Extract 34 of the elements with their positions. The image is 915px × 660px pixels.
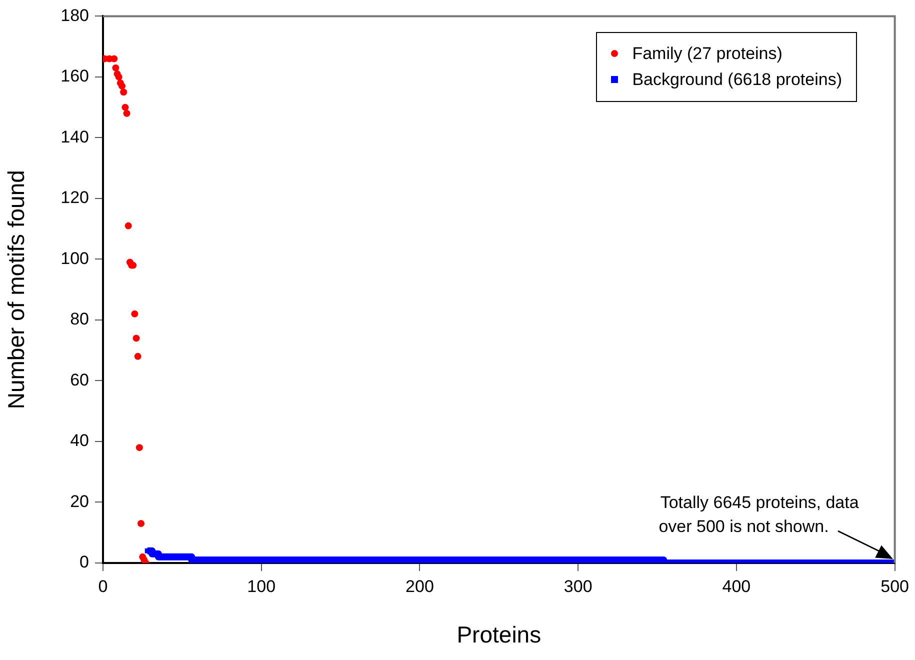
point — [112, 64, 120, 72]
x-tick-label: 400 — [722, 576, 751, 596]
point — [110, 55, 118, 62]
y-tick-label: 20 — [70, 492, 89, 511]
x-tick-label: 200 — [406, 576, 434, 596]
y-tick-label: 60 — [70, 370, 89, 390]
point — [123, 110, 130, 117]
point — [124, 222, 132, 230]
y-tick-label: 100 — [60, 248, 89, 268]
y-tick-label: 160 — [60, 66, 89, 86]
point — [134, 352, 142, 360]
legend-label: Background (6618 proteins) — [631, 69, 842, 91]
point — [120, 88, 128, 96]
point — [118, 82, 126, 90]
x-tick-label: 500 — [880, 576, 910, 596]
y-tick-label: 0 — [80, 552, 89, 572]
point — [132, 334, 140, 342]
point — [131, 310, 138, 318]
legend-label: Family (27 proteins) — [631, 43, 784, 65]
x-tick-label: 300 — [564, 576, 592, 596]
y-tick-label: 180 — [60, 6, 89, 25]
x-tick-label: 100 — [247, 576, 276, 596]
y-tick-label: 80 — [70, 310, 89, 329]
x-tick-label: 0 — [98, 576, 108, 596]
point — [136, 444, 143, 452]
x-axis-title: Proteins — [456, 622, 542, 648]
point — [122, 104, 129, 111]
point — [115, 73, 122, 80]
y-tick-label: 120 — [60, 188, 89, 208]
y-tick-label: 140 — [60, 127, 89, 146]
y-tick-label: 40 — [70, 431, 89, 450]
point — [138, 520, 145, 528]
annotation: Totally 6645 proteins, data over 500 is not shown. — [658, 493, 860, 536]
y-axis-title: Number of motifs found — [3, 170, 30, 410]
